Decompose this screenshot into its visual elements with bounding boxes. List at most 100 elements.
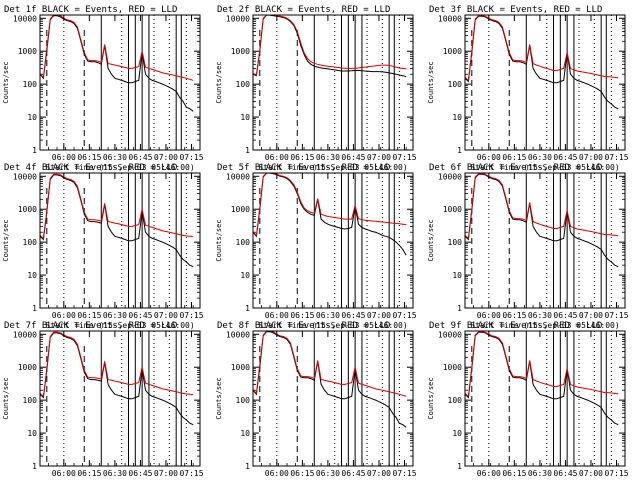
x-tick-label: 07:15 — [179, 153, 203, 162]
y-tick-label: 1000 — [18, 363, 37, 372]
y-axis-label: Counts/sec — [427, 377, 435, 419]
series-events-line — [252, 172, 407, 256]
x-tick-label: 06:45 — [128, 153, 152, 162]
x-tick-label: 06:45 — [553, 153, 577, 162]
chart-panel-4: Det 4f BLACK = Events, RED = LLD Counts/s… — [2, 163, 204, 330]
y-tick-label: 1000 — [231, 363, 250, 372]
series-events-line — [39, 332, 194, 426]
y-tick-label: 1000 — [231, 47, 250, 56]
y-tick-label: 100 — [448, 80, 463, 89]
x-tick-label: 07:00 — [367, 469, 391, 478]
x-tick-label: 07:15 — [392, 469, 416, 478]
x-tick-label: 06:30 — [316, 311, 340, 320]
x-tick-label: 06:15 — [290, 153, 314, 162]
chart-panel-6: Det 6f BLACK = Events, RED = LLD Counts/s… — [427, 163, 629, 330]
x-tick-label: 06:15 — [290, 469, 314, 478]
chart-panel-3: Det 3f BLACK = Events, RED = LLD Counts/s… — [427, 5, 629, 172]
plot-frame — [252, 172, 414, 309]
y-axis-label: Counts/sec — [2, 219, 10, 261]
x-tick-label: 06:30 — [528, 469, 552, 478]
y-tick-label: 1 — [32, 462, 37, 471]
x-tick-label: 06:00 — [52, 469, 76, 478]
y-tick-label: 1 — [457, 146, 462, 155]
x-tick-label: 06:00 — [477, 311, 501, 320]
x-tick-label: 07:15 — [392, 153, 416, 162]
plot-frame — [464, 172, 626, 309]
chart-title: Det 5f BLACK = Events, RED = LLD — [217, 163, 390, 173]
y-tick-label: 10000 — [226, 330, 250, 339]
x-tick-label: 06:45 — [341, 469, 365, 478]
x-tick-label: 06:15 — [77, 469, 101, 478]
x-tick-label: 07:00 — [579, 311, 603, 320]
chart-title: Det 1f BLACK = Events, RED = LLD — [4, 5, 177, 15]
x-tick-label: 06:00 — [52, 311, 76, 320]
y-tick-label: 1 — [457, 462, 462, 471]
plot-frame — [39, 172, 201, 309]
series-lld-line — [39, 331, 194, 398]
y-axis-label: Counts/sec — [427, 61, 435, 103]
x-tick-label: 06:00 — [477, 469, 501, 478]
y-tick-label: 10000 — [13, 330, 37, 339]
y-tick-label: 1000 — [18, 47, 37, 56]
y-tick-label: 10 — [27, 429, 37, 438]
x-tick-label: 06:30 — [316, 469, 340, 478]
x-tick-label: 06:15 — [502, 153, 526, 162]
series-events-line — [39, 174, 194, 268]
x-axis-label: Start Time (15-Sep-03 05:46:00) — [45, 163, 194, 172]
y-axis-label: Counts/sec — [2, 377, 10, 419]
x-tick-label: 07:15 — [179, 311, 203, 320]
x-tick-label: 06:30 — [103, 469, 127, 478]
series-events-line — [464, 331, 619, 426]
chart-title: Det 7f BLACK = Events, RED = LLD — [4, 321, 177, 331]
y-tick-label: 10000 — [438, 330, 462, 339]
y-axis-label: Counts/sec — [215, 219, 223, 261]
x-tick-label: 06:45 — [341, 153, 365, 162]
y-tick-label: 1 — [245, 146, 250, 155]
x-axis-label: Start Time (15-Sep-03 05:46:00) — [45, 321, 194, 330]
x-tick-label: 07:15 — [392, 311, 416, 320]
y-tick-label: 100 — [236, 396, 251, 405]
x-tick-label: 07:15 — [604, 153, 628, 162]
y-tick-label: 1000 — [231, 205, 250, 214]
series-lld-line — [252, 172, 407, 237]
plot-frame — [464, 14, 626, 151]
chart-title: Det 6f BLACK = Events, RED = LLD — [429, 163, 602, 173]
y-tick-label: 1 — [32, 146, 37, 155]
y-tick-label: 100 — [448, 238, 463, 247]
plot-frame — [252, 14, 414, 151]
x-tick-label: 06:00 — [477, 153, 501, 162]
x-tick-label: 06:15 — [502, 469, 526, 478]
x-tick-label: 07:00 — [154, 153, 178, 162]
y-axis-label: Counts/sec — [427, 219, 435, 261]
x-tick-label: 06:45 — [128, 311, 152, 320]
chart-panel-8: Det 8f BLACK = Events, RED = LLD Counts/s… — [215, 321, 417, 480]
x-tick-label: 06:15 — [290, 311, 314, 320]
y-axis-label: Counts/sec — [215, 377, 223, 419]
x-axis-label: Start Time (15-Sep-03 05:46:00) — [258, 163, 407, 172]
x-tick-label: 07:00 — [367, 311, 391, 320]
x-tick-label: 06:45 — [553, 311, 577, 320]
x-tick-label: 06:00 — [265, 153, 289, 162]
x-tick-label: 06:30 — [528, 153, 552, 162]
y-tick-label: 10 — [27, 113, 37, 122]
x-tick-label: 06:00 — [265, 311, 289, 320]
chart-title: Det 8f BLACK = Events, RED = LLD — [217, 321, 390, 331]
chart-title: Det 9f BLACK = Events, RED = LLD — [429, 321, 602, 331]
y-tick-label: 100 — [23, 238, 38, 247]
x-tick-label: 06:45 — [553, 469, 577, 478]
chart-panel-2: Det 2f BLACK = Events, RED = LLD Counts/s… — [215, 5, 417, 172]
y-tick-label: 1 — [32, 304, 37, 313]
x-tick-label: 06:15 — [77, 311, 101, 320]
y-tick-label: 10000 — [438, 172, 462, 181]
series-lld-line — [39, 14, 194, 81]
x-tick-label: 07:00 — [367, 153, 391, 162]
y-tick-label: 10000 — [226, 172, 250, 181]
series-events-line — [39, 15, 194, 112]
y-tick-label: 100 — [23, 396, 38, 405]
y-tick-label: 100 — [236, 238, 251, 247]
y-tick-label: 10 — [240, 113, 250, 122]
plot-frame — [39, 330, 201, 467]
x-tick-label: 06:45 — [128, 469, 152, 478]
y-tick-label: 10000 — [13, 172, 37, 181]
